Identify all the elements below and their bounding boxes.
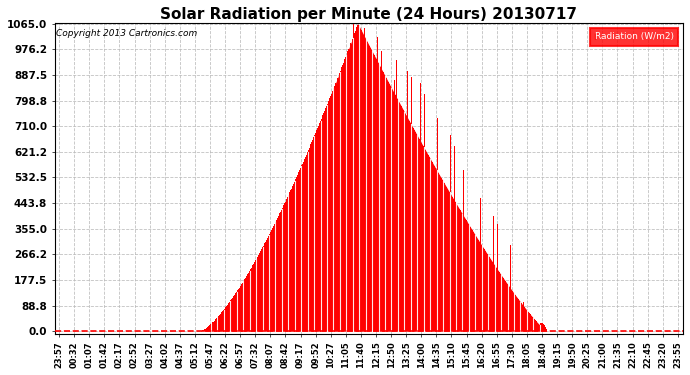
Title: Solar Radiation per Minute (24 Hours) 20130717: Solar Radiation per Minute (24 Hours) 20…	[160, 7, 578, 22]
Text: Copyright 2013 Cartronics.com: Copyright 2013 Cartronics.com	[56, 29, 197, 38]
Legend: Radiation (W/m2): Radiation (W/m2)	[590, 28, 678, 46]
